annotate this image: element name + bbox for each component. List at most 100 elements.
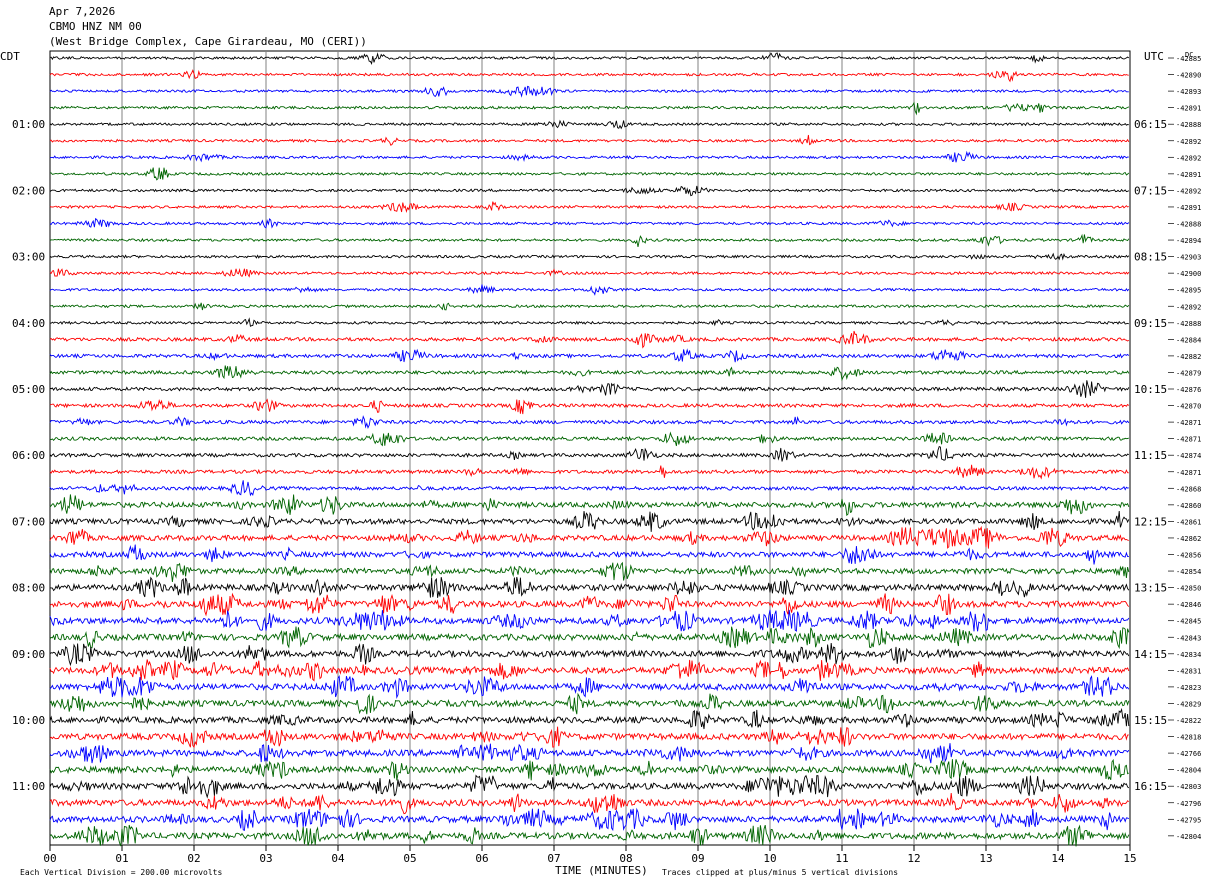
- left-hour-label: 10:00: [12, 714, 45, 727]
- seismic-trace: [49, 480, 1129, 497]
- left-hour-label: 06:00: [12, 449, 45, 462]
- dc-offset-label: -42900: [1176, 270, 1201, 278]
- x-axis-title: TIME (MINUTES): [555, 864, 648, 877]
- right-hour-label: 12:15: [1134, 515, 1167, 528]
- dc-offset-label: -42860: [1176, 502, 1201, 510]
- seismic-trace: [50, 576, 1130, 598]
- x-tick-label: 11: [835, 852, 848, 865]
- seismic-trace: [49, 252, 1130, 261]
- seismic-trace: [49, 494, 1130, 517]
- left-zone-label: CDT: [0, 50, 20, 63]
- dc-offset-label: -42893: [1176, 88, 1201, 96]
- x-tick-label: 03: [259, 852, 272, 865]
- seismic-trace: [49, 561, 1130, 582]
- dc-offset-label: -42803: [1176, 783, 1201, 791]
- seismic-trace: [49, 398, 1130, 415]
- plot-header: Apr 7,2026 CBMO HNZ NM 00 (West Bridge Com…: [49, 4, 367, 49]
- dc-offset-label: -42891: [1176, 204, 1201, 212]
- x-tick-label: 07: [547, 852, 560, 865]
- dc-offset-label: -42891: [1176, 105, 1201, 113]
- dc-offset-label: -42818: [1176, 734, 1201, 742]
- dc-offset-label: -42891: [1176, 171, 1201, 179]
- seismic-trace: [49, 217, 1130, 229]
- dc-offset-label: -42831: [1176, 667, 1201, 675]
- right-hour-label: 10:15: [1134, 383, 1167, 396]
- x-tick-label: 09: [691, 852, 704, 865]
- dc-offset-label: -42890: [1176, 72, 1201, 80]
- dc-offset-label: -42871: [1176, 419, 1201, 427]
- dc-offset-label: -42888: [1176, 121, 1201, 129]
- right-hour-label: 11:15: [1134, 449, 1167, 462]
- right-hour-label: 06:15: [1134, 118, 1167, 131]
- seismic-trace: [49, 415, 1130, 429]
- right-zone-label: UTC: [1144, 50, 1164, 63]
- header-date: Apr 7,2026: [49, 5, 116, 18]
- left-hour-label: 07:00: [12, 515, 45, 528]
- seismic-trace: [49, 85, 1129, 98]
- seismic-trace: [49, 52, 1130, 65]
- seismic-trace: [49, 167, 1130, 181]
- dc-offset-label: -42888: [1176, 221, 1201, 229]
- x-tick-label: 13: [979, 852, 992, 865]
- seismic-trace: [49, 302, 1130, 311]
- seismic-trace: [49, 707, 1130, 730]
- dc-offset-label: -42903: [1176, 254, 1201, 262]
- x-tick-label: 02: [187, 852, 200, 865]
- x-tick-label: 04: [331, 852, 345, 865]
- seismic-trace: [49, 446, 1130, 462]
- seismic-trace: [49, 150, 1129, 163]
- dc-offset-label: -42884: [1176, 336, 1201, 344]
- dc-offset-label: -42804: [1176, 767, 1201, 775]
- seismic-trace: [49, 692, 1130, 715]
- right-hour-label: 09:15: [1134, 317, 1167, 330]
- x-tick-label: 06: [475, 852, 488, 865]
- header-station: CBMO HNZ NM 00: [49, 20, 142, 33]
- right-hour-label: 07:15: [1134, 184, 1167, 197]
- scale-note: Each Vertical Division = 200.00 microvol…: [20, 868, 222, 877]
- dc-offset-label: -42843: [1176, 634, 1201, 642]
- dc-offset-label: -42892: [1176, 138, 1201, 146]
- dc-offset-label: -42894: [1176, 237, 1201, 245]
- left-hour-label: 08:00: [12, 582, 45, 595]
- seismic-trace: [49, 642, 1130, 667]
- seismic-trace: [49, 626, 1130, 650]
- dc-label: DC: [1185, 51, 1193, 59]
- seismic-trace: [49, 525, 1129, 549]
- plot-frame: [49, 50, 1131, 846]
- seismic-trace: [49, 185, 1130, 197]
- right-hour-label: 15:15: [1134, 714, 1167, 727]
- dc-offset-label: -42854: [1176, 568, 1201, 576]
- seismic-trace: [49, 119, 1129, 130]
- x-tick-label: 15: [1123, 852, 1136, 865]
- dc-offset-label: -42879: [1176, 369, 1201, 377]
- dc-offset-label: -42870: [1176, 403, 1201, 411]
- seismic-trace: [49, 464, 1129, 480]
- dc-offset-label: -42871: [1176, 469, 1201, 477]
- dc-offset-label: -42868: [1176, 485, 1201, 493]
- seismic-trace: [49, 807, 1130, 832]
- dc-offset-label: -42861: [1176, 518, 1201, 526]
- seismic-trace: [49, 544, 1129, 565]
- dc-offset-label: -42892: [1176, 187, 1201, 195]
- dc-offset-label: -42885: [1176, 55, 1201, 63]
- seismic-trace: [49, 675, 1130, 700]
- seismic-trace: [49, 592, 1130, 617]
- dc-offset-label: -42874: [1176, 452, 1201, 460]
- seismic-trace: [49, 101, 1130, 116]
- x-tick-label: 08: [619, 852, 632, 865]
- seismic-trace: [49, 431, 1129, 447]
- x-tick-label: 05: [403, 852, 416, 865]
- seismic-traces: [49, 52, 1130, 847]
- clip-note: Traces clipped at plus/minus 5 vertical …: [662, 868, 898, 877]
- seismic-trace: [49, 284, 1130, 296]
- seismic-trace: [49, 758, 1130, 781]
- left-hour-label: 03:00: [12, 251, 45, 264]
- seismic-trace: [49, 317, 1129, 327]
- dc-offset-label: -42845: [1176, 618, 1201, 626]
- x-tick-label: 14: [1051, 852, 1065, 865]
- left-hour-label: 05:00: [12, 383, 45, 396]
- seismic-trace: [49, 792, 1130, 815]
- dc-offset-label: -42795: [1176, 816, 1201, 824]
- header-location: (West Bridge Complex, Cape Girardeau, MO…: [49, 35, 367, 48]
